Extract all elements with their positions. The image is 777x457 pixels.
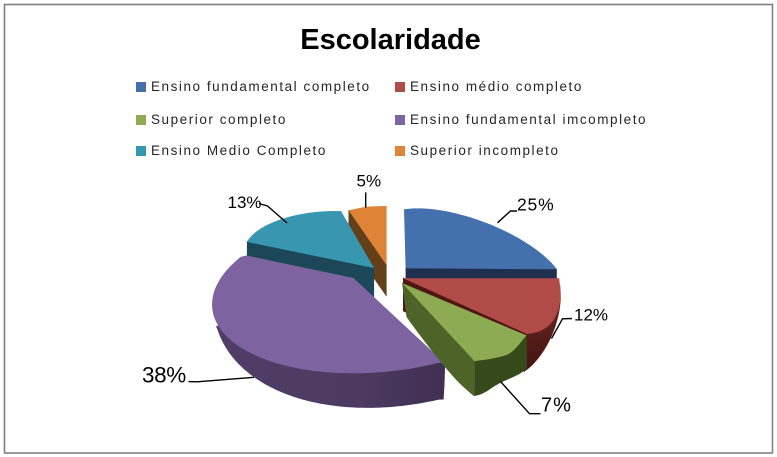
svg-text:5%: 5%: [357, 172, 382, 191]
svg-text:Ensino médio completo: Ensino médio completo: [410, 79, 583, 94]
svg-text:Ensino fundamental completo: Ensino fundamental completo: [151, 79, 371, 94]
svg-text:Superior completo: Superior completo: [151, 112, 287, 127]
svg-text:12%: 12%: [574, 306, 608, 325]
svg-text:7%: 7%: [541, 395, 572, 417]
svg-text:13%: 13%: [228, 193, 262, 212]
svg-text:38%: 38%: [142, 363, 186, 388]
svg-text:Ensino Medio Completo: Ensino Medio Completo: [151, 143, 327, 158]
svg-text:25%: 25%: [517, 195, 554, 215]
svg-text:Ensino fundamental imcompleto: Ensino fundamental imcompleto: [410, 112, 647, 127]
svg-text:Superior incompleto: Superior incompleto: [410, 143, 560, 158]
svg-text:Escolaridade: Escolaridade: [300, 24, 481, 56]
